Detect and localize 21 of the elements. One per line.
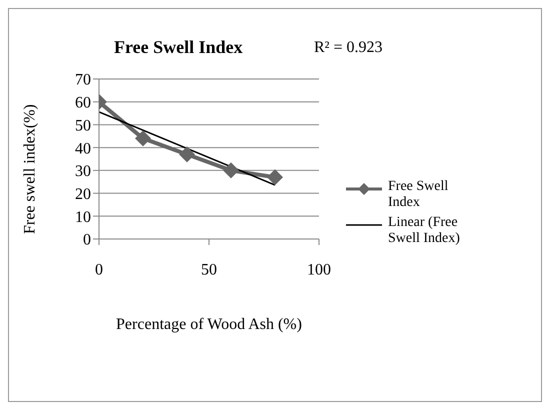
y-tick-label: 20 (75, 186, 91, 203)
point (135, 130, 151, 146)
y-tick-label: 30 (75, 163, 91, 180)
chart-title: Free Swell Index (114, 37, 243, 58)
point (267, 169, 283, 186)
y-axis-title: Free swell index(%) (22, 104, 39, 234)
y-tick-label: 0 (83, 232, 91, 249)
y-tick-label: 10 (75, 208, 91, 226)
x-tick-label: 50 (201, 261, 217, 278)
x-tick-label: 0 (95, 261, 103, 278)
y-tick-label: 60 (75, 94, 91, 112)
y-tick-label: 70 (75, 72, 91, 89)
legend-label: Linear (Free Swell Index) (388, 215, 461, 247)
point (223, 162, 239, 178)
text: R² = 0.923 (314, 39, 382, 57)
x-tick-label: 100 (307, 261, 331, 278)
point (179, 146, 195, 162)
x-axis-title: Percentage of Wood Ash (%) (116, 316, 302, 333)
y-tick-label: 40 (75, 140, 91, 158)
legend-label: Free Swell Index (388, 179, 450, 211)
y-tick-label: 50 (75, 117, 91, 134)
